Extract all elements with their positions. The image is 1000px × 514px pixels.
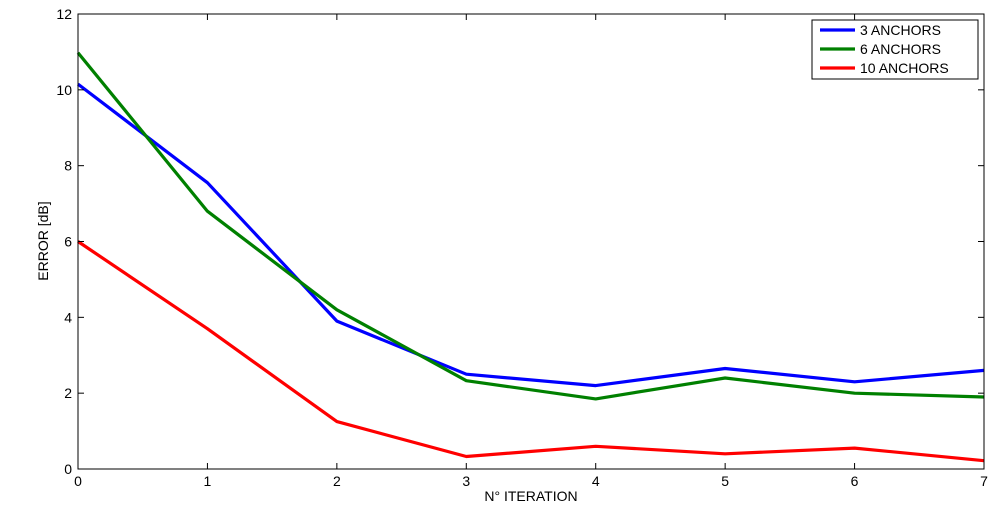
y-tick-label: 6 xyxy=(64,234,72,250)
x-tick-label: 6 xyxy=(851,473,859,489)
legend: 3 ANCHORS 6 ANCHORS 10 ANCHORS xyxy=(811,19,979,80)
x-axis-label: N° ITERATION xyxy=(484,488,577,504)
y-tick-label: 0 xyxy=(64,461,72,477)
y-axis-label: ERROR [dB] xyxy=(35,201,51,280)
y-tick-label: 10 xyxy=(56,82,72,98)
legend-label-10-anchors: 10 ANCHORS xyxy=(860,60,949,76)
series-line-3-anchors xyxy=(77,82,985,388)
y-tick-label: 8 xyxy=(64,158,72,174)
series-line-6-anchors xyxy=(76,51,985,401)
series-line-10-anchors xyxy=(77,240,985,463)
x-tick-label: 2 xyxy=(333,473,341,489)
x-tick-label: 3 xyxy=(462,473,470,489)
x-tick-label: 7 xyxy=(980,473,988,489)
x-tick-label: 0 xyxy=(74,473,82,489)
y-tick-label: 2 xyxy=(64,385,72,401)
plot-area xyxy=(78,14,984,469)
x-tick-label: 5 xyxy=(721,473,729,489)
legend-label-3-anchors: 3 ANCHORS xyxy=(860,22,941,38)
x-tick-label: 4 xyxy=(592,473,600,489)
y-tick-label: 12 xyxy=(56,6,72,22)
legend-label-6-anchors: 6 ANCHORS xyxy=(860,41,941,57)
y-tick-label: 4 xyxy=(64,309,72,325)
x-tick-label: 1 xyxy=(204,473,212,489)
series-layer xyxy=(76,51,985,463)
